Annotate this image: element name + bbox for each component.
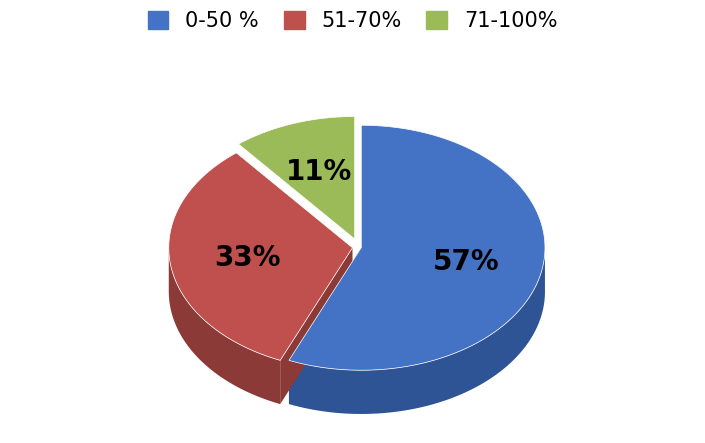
- Polygon shape: [168, 248, 280, 404]
- Polygon shape: [168, 153, 352, 360]
- Legend: 0-50 %, 51-70%, 71-100%: 0-50 %, 51-70%, 71-100%: [141, 4, 564, 37]
- Polygon shape: [289, 125, 545, 370]
- Polygon shape: [238, 117, 355, 239]
- Polygon shape: [280, 248, 352, 404]
- Polygon shape: [289, 248, 361, 404]
- Text: 11%: 11%: [286, 158, 352, 186]
- Text: 33%: 33%: [214, 244, 280, 272]
- Text: 57%: 57%: [432, 248, 499, 276]
- Polygon shape: [289, 249, 545, 414]
